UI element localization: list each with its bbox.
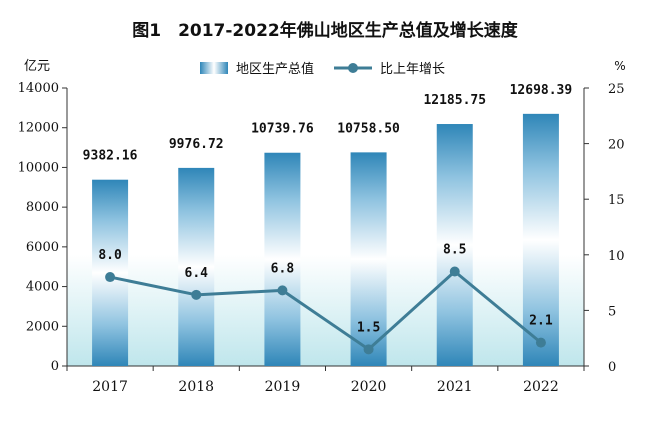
plot-background: [67, 88, 584, 366]
growth-point: [191, 289, 202, 300]
chart-title: 图1 2017-2022年佛山地区生产总值及增长速度: [132, 20, 519, 41]
left-tick-label: 2000: [26, 319, 59, 334]
legend-line-marker: [348, 63, 358, 73]
x-tick-label: 2017: [92, 379, 128, 395]
legend-bar-label: 地区生产总值: [236, 61, 314, 77]
growth-point-label: 8.5: [443, 242, 466, 257]
right-tick-label: 10: [608, 249, 625, 264]
axes: 0 2000 4000 6000 8000 10000 12000 14000 0 5 10 15 20…: [18, 81, 625, 395]
x-tick-label: 2021: [437, 379, 473, 395]
gdp-bar: [350, 152, 387, 366]
growth-point: [535, 337, 546, 348]
right-tick-label: 25: [608, 82, 625, 97]
gdp-bar-label: 10758.50: [337, 121, 400, 136]
gdp-bar: [264, 152, 301, 366]
gdp-bar-label: 12185.75: [423, 93, 486, 108]
growth-point-label: 6.4: [185, 266, 209, 281]
gdp-bar: [178, 167, 215, 366]
right-axis-unit: %: [614, 59, 625, 73]
left-tick-label: 4000: [26, 280, 59, 295]
left-tick-label: 10000: [18, 160, 59, 175]
growth-point-label: 6.8: [271, 261, 295, 276]
right-tick-label: 0: [608, 360, 616, 375]
left-tick-label: 0: [51, 359, 59, 374]
data-labels: 9382.16 9976.72 10739.76 10758.50 12185.75 12…: [83, 83, 573, 335]
growth-point-label: 1.5: [357, 320, 380, 335]
left-tick-label: 8000: [26, 200, 59, 215]
legend-bar-swatch: [200, 62, 228, 74]
x-tick-label: 2020: [351, 379, 387, 395]
left-tick-label: 12000: [18, 121, 59, 136]
growth-point: [105, 272, 116, 283]
x-tick-label: 2019: [265, 379, 301, 395]
legend: 地区生产总值 比上年增长: [200, 61, 445, 77]
growth-line-path: [109, 269, 542, 351]
right-tick-label: 5: [608, 304, 616, 319]
gdp-bar-label: 12698.39: [510, 83, 573, 98]
gdp-bar-label: 9382.16: [83, 149, 138, 164]
growth-point: [277, 285, 288, 296]
left-tick-label: 6000: [26, 240, 59, 255]
right-tick-label: 15: [608, 193, 625, 208]
left-axis-unit: 亿元: [24, 59, 50, 74]
growth-point: [363, 344, 374, 355]
x-tick-label: 2022: [523, 379, 559, 395]
growth-point-label: 2.1: [529, 314, 553, 329]
gdp-bar: [522, 113, 559, 366]
legend-line-label: 比上年增长: [380, 62, 445, 77]
left-tick-label: 14000: [18, 81, 59, 96]
growth-point: [449, 266, 460, 277]
gdp-bar: [436, 124, 473, 366]
gdp-bar-label: 10739.76: [251, 122, 314, 137]
growth-point-label: 8.0: [98, 248, 122, 263]
growth-line: [105, 266, 546, 355]
bars: [92, 113, 559, 366]
right-tick-label: 20: [608, 138, 625, 153]
gdp-bar-label: 9976.72: [169, 137, 224, 152]
x-tick-label: 2018: [178, 379, 214, 395]
